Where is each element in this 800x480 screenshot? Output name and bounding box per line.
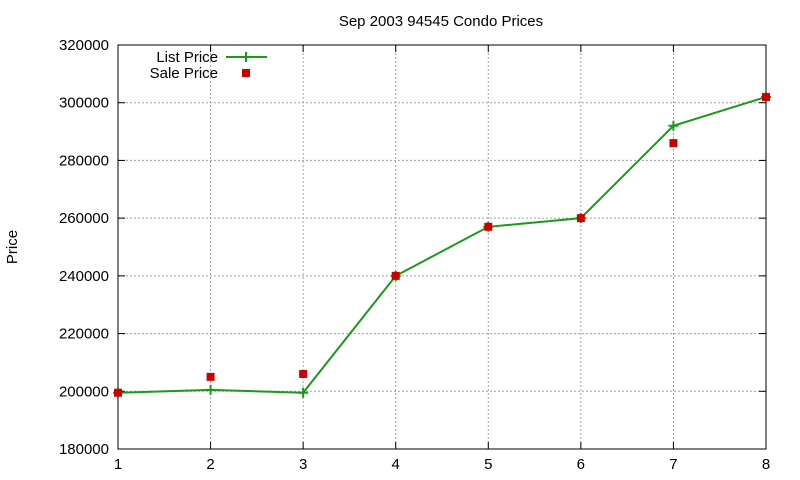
sale-price-point bbox=[114, 388, 122, 397]
x-tick-label: 1 bbox=[114, 456, 122, 473]
sale-price-point bbox=[391, 271, 400, 280]
y-tick-label: 260000 bbox=[59, 210, 109, 227]
sale-price-point bbox=[762, 92, 770, 101]
x-tick-label: 5 bbox=[484, 456, 492, 473]
y-tick-label: 240000 bbox=[59, 268, 109, 285]
y-tick-label: 180000 bbox=[59, 441, 109, 458]
sale-price-point bbox=[206, 372, 215, 381]
sale-price-point bbox=[669, 139, 678, 148]
x-tick-label: 6 bbox=[577, 456, 585, 473]
x-axis: 1 2 3 4 5 6 7 8 bbox=[114, 45, 770, 473]
y-tick-label: 220000 bbox=[59, 326, 109, 343]
x-tick-label: 8 bbox=[762, 456, 770, 473]
sale-price-point bbox=[576, 214, 585, 223]
list-price-point bbox=[668, 120, 679, 131]
legend-label: List Price bbox=[156, 49, 218, 66]
y-axis: 180000 200000 220000 240000 260000 280000 3000… bbox=[59, 37, 766, 458]
list-price-point bbox=[298, 387, 309, 398]
list-price-point bbox=[205, 384, 216, 395]
legend-label: Sale Price bbox=[150, 65, 218, 82]
legend-swatch-marker bbox=[241, 52, 251, 62]
y-tick-label: 300000 bbox=[59, 95, 109, 112]
chart-title: Sep 2003 94545 Condo Prices bbox=[339, 13, 543, 30]
y-tick-label: 200000 bbox=[59, 383, 109, 400]
y-axis-label: Price bbox=[4, 230, 21, 264]
x-tick-label: 4 bbox=[392, 456, 400, 473]
x-tick-label: 2 bbox=[206, 456, 214, 473]
sale-price-point bbox=[299, 369, 308, 378]
y-tick-label: 320000 bbox=[59, 37, 109, 54]
x-tick-label: 7 bbox=[669, 456, 677, 473]
x-tick-label: 3 bbox=[299, 456, 307, 473]
sale-price-point bbox=[484, 222, 493, 231]
series-layer bbox=[113, 91, 771, 398]
list-price-line bbox=[117, 95, 767, 394]
grid bbox=[118, 45, 766, 449]
y-tick-label: 280000 bbox=[59, 152, 109, 169]
plot-frame bbox=[117, 44, 767, 450]
legend-swatch-marker bbox=[242, 69, 250, 77]
